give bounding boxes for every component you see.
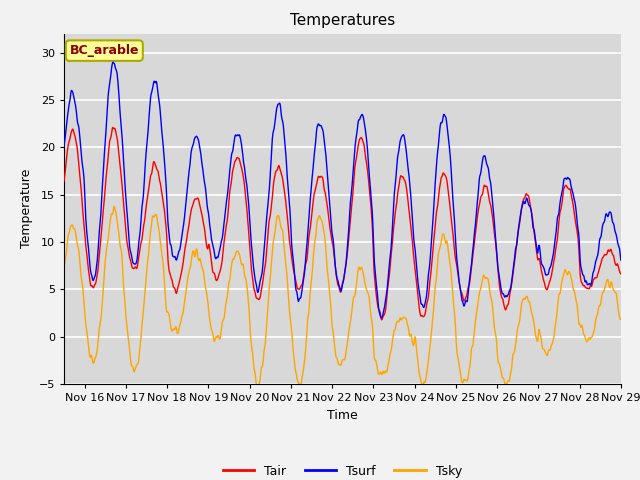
- Tsurf: [72, 103, 79, 108]
- Legend: Tair, Tsurf, Tsky: Tair, Tsurf, Tsky: [218, 460, 467, 480]
- Tair: [378, 317, 385, 323]
- Tair: [617, 271, 625, 276]
- Tair: [65, 142, 72, 148]
- Tsurf: [559, 187, 566, 192]
- Title: Temperatures: Temperatures: [290, 13, 395, 28]
- Tsurf: [378, 315, 385, 321]
- Tsurf: [309, 166, 317, 171]
- Tsky: [72, 230, 79, 236]
- Tsky: [559, 276, 566, 282]
- Tair: [378, 316, 385, 322]
- Tsky: [310, 252, 317, 258]
- Tsky: [253, 389, 261, 395]
- Tsurf: [109, 60, 116, 65]
- Text: BC_arable: BC_arable: [70, 44, 139, 57]
- Tsky: [110, 204, 118, 209]
- Tair: [60, 178, 68, 184]
- X-axis label: Time: Time: [327, 408, 358, 421]
- Y-axis label: Temperature: Temperature: [20, 169, 33, 249]
- Tsurf: [406, 178, 413, 184]
- Tsky: [617, 316, 625, 322]
- Tair: [559, 196, 566, 202]
- Line: Tair: Tair: [64, 128, 621, 320]
- Tsurf: [60, 143, 68, 148]
- Tair: [309, 200, 317, 205]
- Tsurf: [378, 315, 385, 321]
- Tsurf: [65, 108, 72, 113]
- Line: Tsky: Tsky: [64, 206, 621, 392]
- Tsurf: [617, 257, 625, 263]
- Tsky: [406, 332, 413, 338]
- Line: Tsurf: Tsurf: [64, 62, 621, 318]
- Tair: [109, 125, 116, 131]
- Tsky: [378, 372, 385, 377]
- Tair: [72, 136, 79, 142]
- Tsky: [60, 263, 68, 269]
- Tair: [406, 211, 413, 216]
- Tsky: [65, 232, 72, 238]
